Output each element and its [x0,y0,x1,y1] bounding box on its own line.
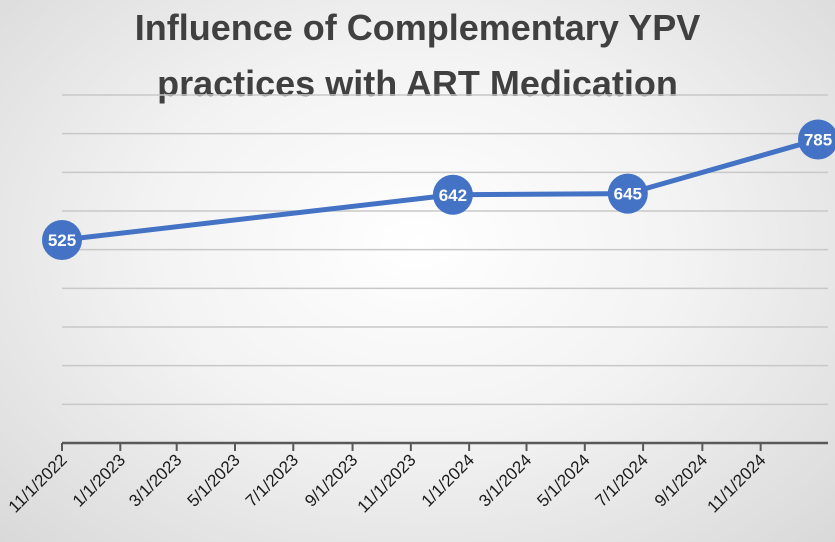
series-line-1 [59,136,821,243]
data-label-1: 525 [48,231,76,250]
x-tick-label-13: 11/1/2024 [703,450,769,516]
x-tick-label-7: 11/1/2023 [354,450,420,516]
chart-title-line-1: Influence of Complementary YPV [134,7,701,48]
data-point-1 [42,220,82,260]
x-tick-label-4: 5/1/2023 [184,450,244,510]
data-point-3 [607,173,648,214]
data-label-4: 785 [804,130,832,149]
x-tick-label-11: 7/1/2024 [592,450,652,510]
data-label-3: 645 [614,185,642,204]
x-tick-label-8: 1/1/2024 [418,450,478,510]
x-tick-label-9: 3/1/2024 [475,450,535,510]
data-point-2 [432,174,473,215]
chart-title-line-2: practices with ART Medication [157,63,678,104]
data-point-4 [798,119,835,160]
x-tick-label-1: 11/1/2022 [5,450,71,516]
x-tick-label-12: 9/1/2024 [651,450,711,510]
x-tick-label-2: 1/1/2023 [69,450,129,510]
x-tick-label-5: 7/1/2023 [242,450,302,510]
x-tick-label-6: 9/1/2023 [301,450,361,510]
chart-title: Influence of Complementary YPV practices… [0,0,835,112]
x-tick-label-10: 5/1/2024 [533,450,593,510]
x-tick-label-3: 3/1/2023 [125,450,185,510]
data-label-2: 642 [439,186,467,205]
